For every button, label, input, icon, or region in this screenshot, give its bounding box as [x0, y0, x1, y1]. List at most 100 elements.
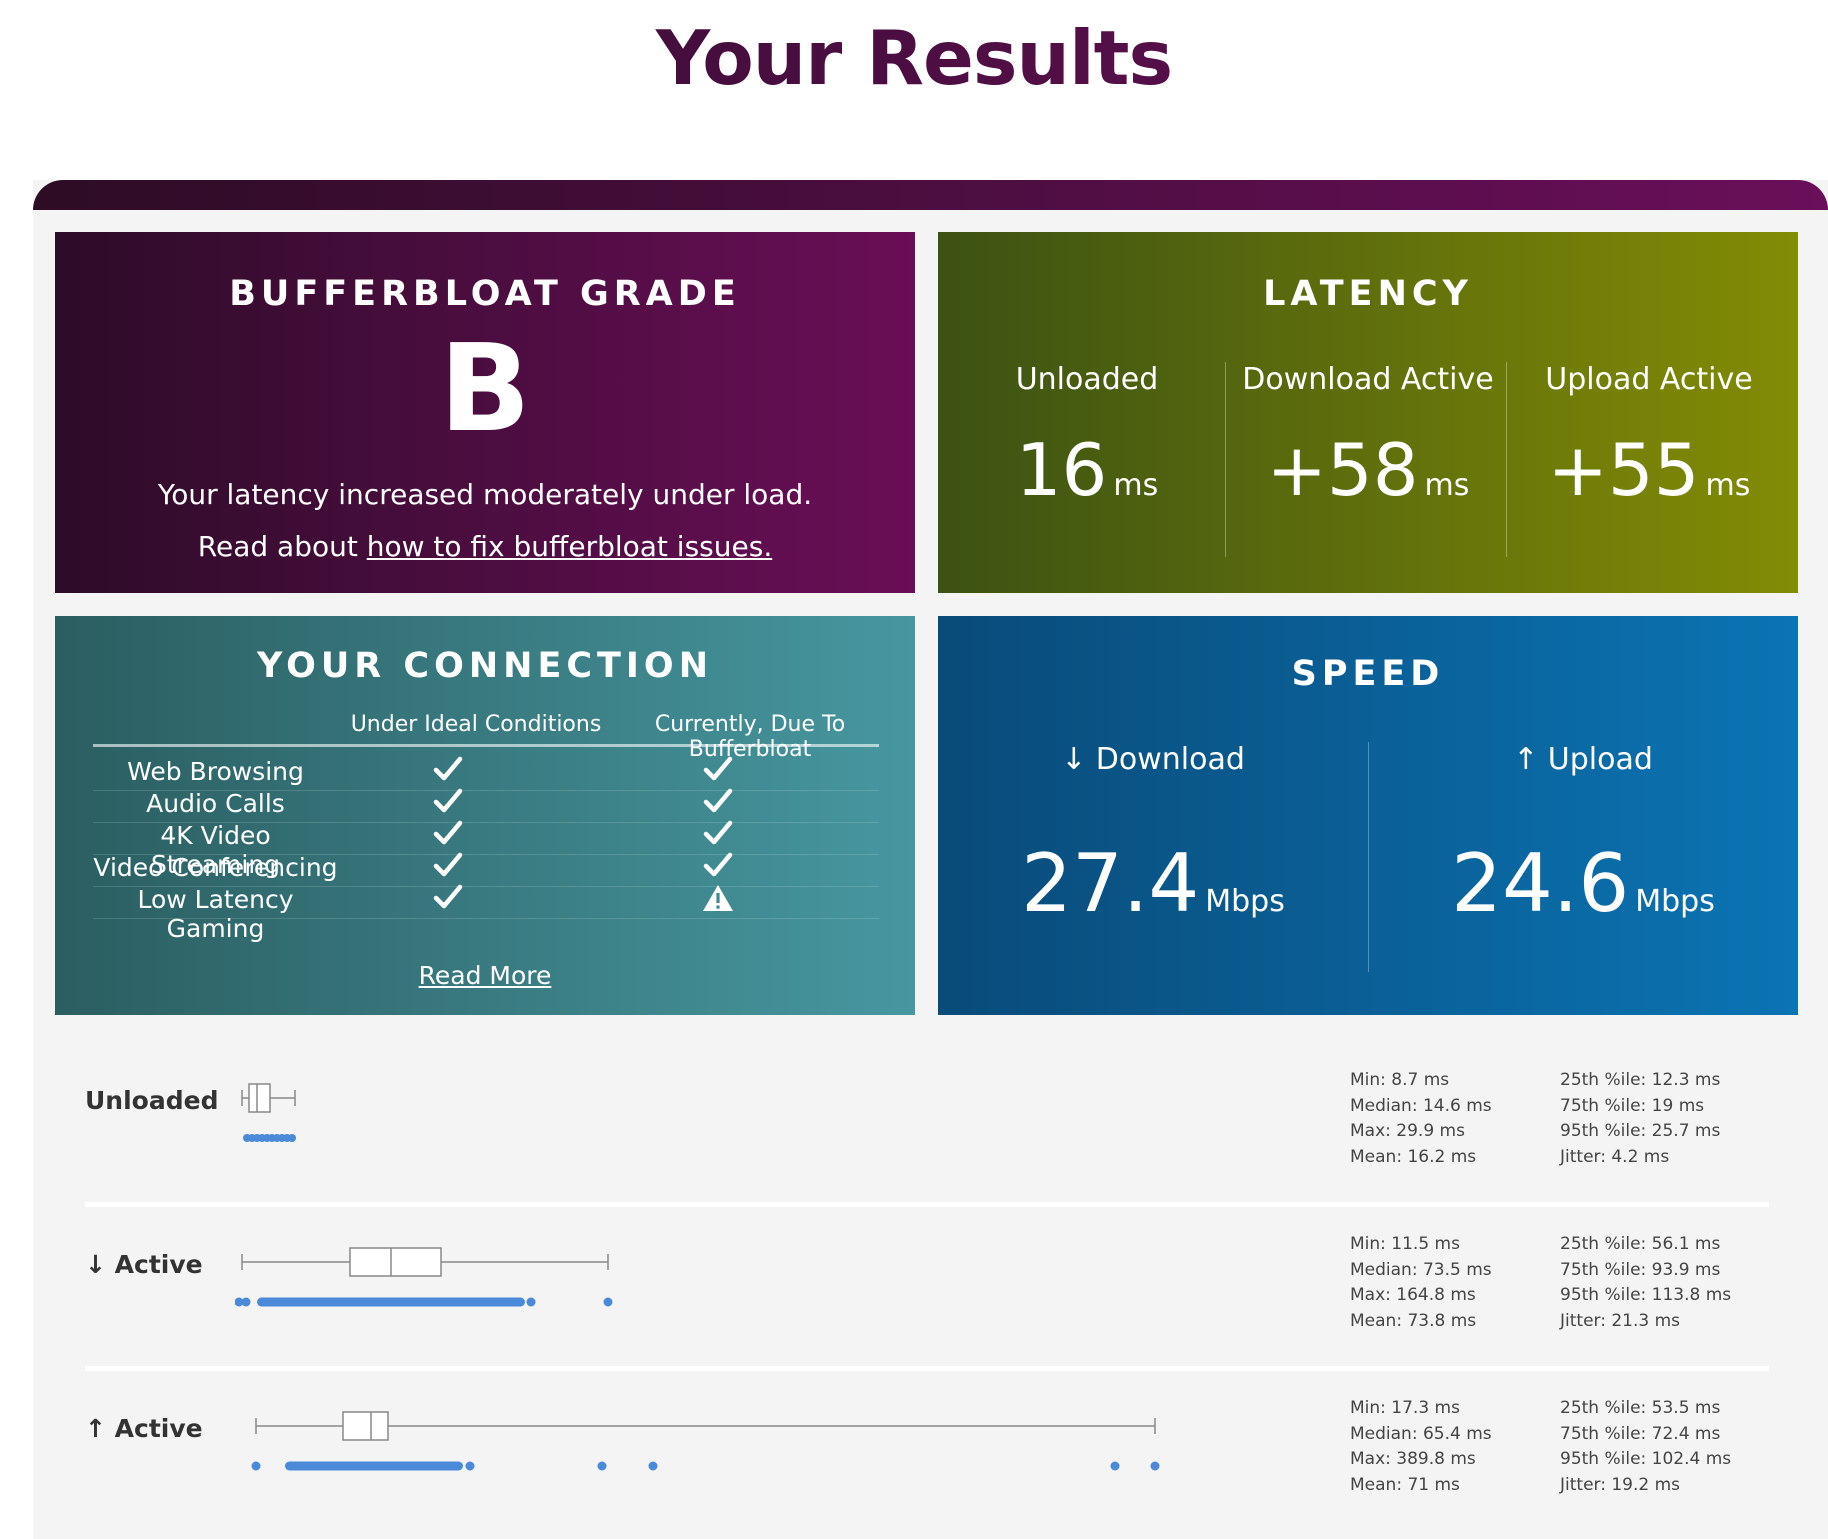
latency-divider: [1225, 362, 1226, 557]
results-card: BUFFERBLOAT GRADE B Your latency increas…: [33, 180, 1828, 1539]
latency-unloaded-label: Unloaded: [1015, 362, 1159, 397]
grade-description: Your latency increased moderately under …: [157, 478, 813, 511]
latency-unloaded-unit: ms: [1113, 468, 1159, 503]
connection-row: Web Browsing: [93, 754, 879, 791]
latency-download-unit: ms: [1424, 468, 1470, 503]
stat-mean: Mean: 71 ms: [1350, 1474, 1460, 1495]
connection-row-name: 4K Video Streaming: [150, 821, 281, 879]
latency-upload-value: +55 ms: [1518, 434, 1780, 506]
stat-mean: Mean: 73.8 ms: [1350, 1310, 1477, 1331]
stat-jitter: Jitter: 21.3 ms: [1560, 1310, 1681, 1331]
check-icon: [693, 755, 743, 787]
check-icon: [423, 787, 473, 819]
latency-upload-number: +55: [1547, 428, 1700, 512]
connection-row-name: Video Conferencing: [93, 853, 338, 882]
grade-link-line: Read about how to fix bufferbloat issues…: [55, 530, 915, 563]
speed-divider: [1368, 742, 1369, 972]
upload-number: 24.6: [1451, 837, 1630, 930]
row-divider: [85, 1202, 1769, 1207]
stat-p95: 95th %ile: 102.4 ms: [1560, 1449, 1732, 1469]
box: [248, 1083, 271, 1113]
stat-median: Median: 65.4 ms: [1350, 1423, 1492, 1444]
latency-download-label: Download Active: [1242, 362, 1494, 397]
connection-row: Low Latency Gaming: [93, 882, 879, 943]
connection-title: YOUR CONNECTION: [257, 646, 713, 686]
check-icon: [423, 883, 473, 915]
grade-title: BUFFERBLOAT GRADE: [229, 274, 741, 314]
upload-value: 24.6 Mbps: [1368, 844, 1798, 924]
stats-col-right: 25th %ile: 56.1 ms 75th %ile: 93.9 ms 95…: [1560, 1232, 1731, 1334]
grade-link-prefix: Read about: [197, 530, 367, 563]
grade-letter: B: [439, 320, 531, 459]
connection-row: 4K Video Streaming: [93, 818, 879, 879]
stat-min: Min: 8.7 ms: [1350, 1070, 1450, 1090]
stat-jitter: Jitter: 19.2 ms: [1560, 1474, 1681, 1495]
check-icon: [693, 819, 743, 851]
stat-p25: 25th %ile: 53.5 ms: [1560, 1398, 1721, 1418]
stat-min: Min: 11.5 ms: [1350, 1234, 1460, 1254]
connection-row-name: Low Latency Gaming: [137, 885, 294, 943]
speed-download: ↓ Download 27.4 Mbps: [938, 742, 1368, 972]
latency-download-value: +58 ms: [1237, 434, 1499, 506]
warning-icon: [693, 883, 743, 917]
download-label: ↓ Download: [1061, 742, 1245, 777]
speed-panel: SPEED ↓ Download 27.4 Mbps ↑ Upload 24.6 M…: [938, 616, 1798, 1015]
sample-dots: [243, 1134, 296, 1142]
stat-max: Max: 164.8 ms: [1350, 1285, 1476, 1305]
stat-p25: 25th %ile: 56.1 ms: [1560, 1234, 1721, 1254]
stat-p75: 75th %ile: 93.9 ms: [1560, 1259, 1721, 1280]
upload-unit: Mbps: [1635, 884, 1715, 919]
read-more-link[interactable]: Read More: [418, 961, 552, 990]
latency-upload-label: Upload Active: [1545, 362, 1753, 397]
check-icon: [693, 851, 743, 883]
latency-upload-unit: ms: [1705, 468, 1751, 503]
bufferbloat-grade-panel: BUFFERBLOAT GRADE B Your latency increas…: [55, 232, 915, 593]
download-unit: Mbps: [1205, 884, 1285, 919]
fix-bufferbloat-link[interactable]: how to fix bufferbloat issues.: [366, 530, 773, 563]
download-number: 27.4: [1021, 837, 1200, 930]
latency-unloaded-number: 16: [1015, 428, 1108, 512]
row-divider: [85, 1366, 1769, 1371]
box: [342, 1411, 389, 1441]
stats-title-unloaded: Unloaded: [85, 1086, 219, 1115]
stat-p25: 25th %ile: 12.3 ms: [1560, 1070, 1721, 1090]
latency-download-active: Download Active +58 ms: [1237, 362, 1499, 557]
download-boxplot: [235, 1247, 613, 1307]
col-header-current: Currently, Due To Bufferbloat: [654, 712, 846, 762]
stats-title-download: ↓ Active: [85, 1250, 203, 1279]
stat-p75: 75th %ile: 19 ms: [1560, 1095, 1705, 1116]
connection-panel: YOUR CONNECTION Under Ideal Conditions C…: [55, 616, 915, 1015]
stat-p75: 75th %ile: 72.4 ms: [1560, 1423, 1721, 1444]
speed-title: SPEED: [1291, 654, 1445, 694]
latency-upload-active: Upload Active +55 ms: [1518, 362, 1780, 557]
read-more-line: Read More: [55, 961, 915, 990]
stats-row-download: ↓ Active Min: 11.5 ms Median: 73.5 ms Ma…: [85, 1232, 1769, 1382]
unloaded-boxplot: [241, 1083, 296, 1142]
stat-min: Min: 17.3 ms: [1350, 1398, 1460, 1418]
stats-row-unloaded: Unloaded Min: 8.7 ms Median: 14.6 ms Max…: [85, 1068, 1769, 1218]
latency-title: LATENCY: [1263, 274, 1473, 314]
latency-panel: LATENCY Unloaded 16 ms Download Active +5…: [938, 232, 1798, 593]
header-divider: [93, 744, 879, 747]
stat-mean: Mean: 16.2 ms: [1350, 1146, 1477, 1167]
stat-median: Median: 14.6 ms: [1350, 1095, 1492, 1116]
sample-dots: [235, 1297, 613, 1307]
connection-row-name: Audio Calls: [146, 789, 285, 818]
col-header-ideal: Under Ideal Conditions: [350, 712, 602, 737]
stat-p95: 95th %ile: 25.7 ms: [1560, 1121, 1721, 1141]
stats-col-right: 25th %ile: 12.3 ms 75th %ile: 19 ms 95th…: [1560, 1068, 1720, 1170]
check-icon: [693, 787, 743, 819]
latency-unloaded-value: 16 ms: [956, 434, 1218, 506]
stats-col-left: Min: 11.5 ms Median: 73.5 ms Max: 164.8 …: [1350, 1232, 1492, 1334]
stats-col-right: 25th %ile: 53.5 ms 75th %ile: 72.4 ms 95…: [1560, 1396, 1731, 1498]
stat-max: Max: 29.9 ms: [1350, 1121, 1465, 1141]
upload-boxplot: [251, 1411, 1160, 1471]
connection-row-name: Web Browsing: [127, 757, 304, 786]
card-top-bar: [33, 180, 1828, 210]
stats-row-upload: ↑ Active Min: 17.3 ms Median: 65.4 ms Ma…: [85, 1396, 1769, 1539]
stat-jitter: Jitter: 4.2 ms: [1560, 1146, 1670, 1167]
box: [349, 1247, 442, 1277]
speed-upload: ↑ Upload 24.6 Mbps: [1368, 742, 1798, 972]
check-icon: [423, 819, 473, 851]
latency-unloaded: Unloaded 16 ms: [956, 362, 1218, 557]
